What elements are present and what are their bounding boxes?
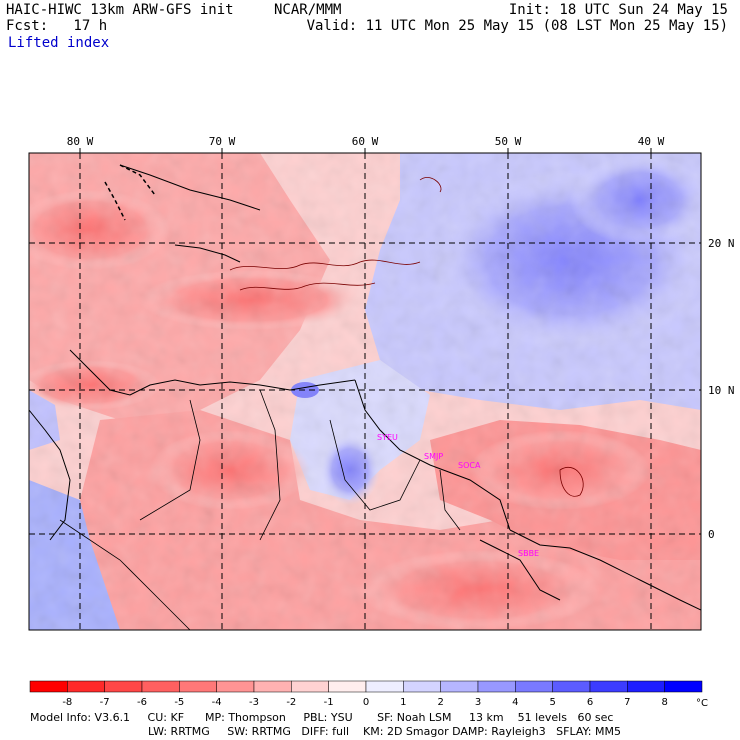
colorbar-swatch: [627, 680, 665, 693]
colorbar-swatch: [328, 680, 367, 693]
colorbar-tick-label: 3: [475, 697, 481, 708]
lon-label: 70 W: [209, 135, 236, 148]
station-label: SBBE: [518, 549, 539, 558]
field-name: Lifted index: [8, 35, 110, 51]
station-label: SOCA: [458, 461, 481, 470]
center-label: NCAR/MMM: [274, 2, 342, 18]
colorbar: -8 -7 -6 -5 -4 -3 -2 -1 0 1 2 3 4 5 6 7 8: [29, 680, 703, 708]
valid-time: Valid: 11 UTC Mon 25 May 15 (08 LST Mon …: [306, 18, 728, 34]
lat-label: 0: [708, 528, 715, 541]
colorbar-swatch: [589, 680, 628, 693]
lat-label: 20 N: [708, 237, 735, 250]
station-label: SMJP: [424, 452, 443, 461]
colorbar-tick-label: -5: [174, 697, 184, 708]
colorbar-swatch: [515, 680, 553, 693]
colorbar-tick-label: -3: [249, 697, 259, 708]
colorbar-swatch: [104, 680, 143, 693]
colorbar-swatch: [440, 680, 479, 693]
colorbar-swatch: [477, 680, 516, 693]
colorbar-swatch: [291, 680, 329, 693]
colorbar-swatch: [365, 680, 404, 693]
colorbar-swatch: [67, 680, 105, 693]
colorbar-tick-label: 1: [400, 697, 406, 708]
colorbar-tick-label: 5: [549, 697, 555, 708]
colorbar-swatch: [141, 680, 180, 693]
colorbar-tick-label: 8: [661, 697, 667, 708]
colorbar-tick-label: 0: [363, 697, 369, 708]
lifted-index-field: [29, 153, 701, 630]
colorbar-tick-label: 2: [437, 697, 443, 708]
footer-physics: LW: RRTMG SW: RRTMG DIFF: full KM: 2D Sm…: [148, 725, 621, 738]
colorbar-tick-label: -1: [324, 697, 334, 708]
lat-label: 10 N: [708, 384, 735, 397]
colorbar-swatch: [664, 680, 703, 693]
colorbar-tick-label: -2: [286, 697, 296, 708]
colorbar-swatch: [403, 680, 441, 693]
colorbar-tick-label: -8: [62, 697, 72, 708]
colorbar-unit: °C: [696, 698, 708, 709]
colorbar-swatch: [216, 680, 255, 693]
colorbar-tick-label: 6: [587, 697, 593, 708]
footer-model-info: Model Info: V3.6.1 CU: KF MP: Thompson P…: [30, 711, 614, 724]
top-ticks: [79, 148, 652, 153]
colorbar-swatch: [29, 680, 68, 693]
lon-label: 50 W: [495, 135, 522, 148]
init-time: Init: 18 UTC Sun 24 May 15: [508, 2, 728, 18]
colorbar-tick-label: -7: [100, 697, 110, 708]
island-chain: [104, 164, 156, 221]
colorbar-tick-label: 4: [512, 697, 518, 708]
borders: [59, 389, 461, 630]
model-title: HAIC-HIWC 13km ARW-GFS init: [6, 2, 234, 18]
contours: [229, 177, 584, 497]
colorbar-tick-label: -6: [137, 697, 147, 708]
coastlines: [29, 164, 701, 611]
lon-label: 60 W: [352, 135, 379, 148]
colorbar-tick-label: 7: [624, 697, 630, 708]
station-label: SYEU: [377, 433, 398, 442]
lon-label: 40 W: [638, 135, 665, 148]
colorbar-tick-label: -4: [212, 697, 222, 708]
colorbar-swatch: [552, 680, 591, 693]
forecast-hour: Fcst: 17 h: [6, 18, 108, 34]
colorbar-swatch: [179, 680, 217, 693]
lon-label: 80 W: [67, 135, 94, 148]
colorbar-swatch: [253, 680, 292, 693]
lat-lon-grid: [29, 153, 701, 630]
